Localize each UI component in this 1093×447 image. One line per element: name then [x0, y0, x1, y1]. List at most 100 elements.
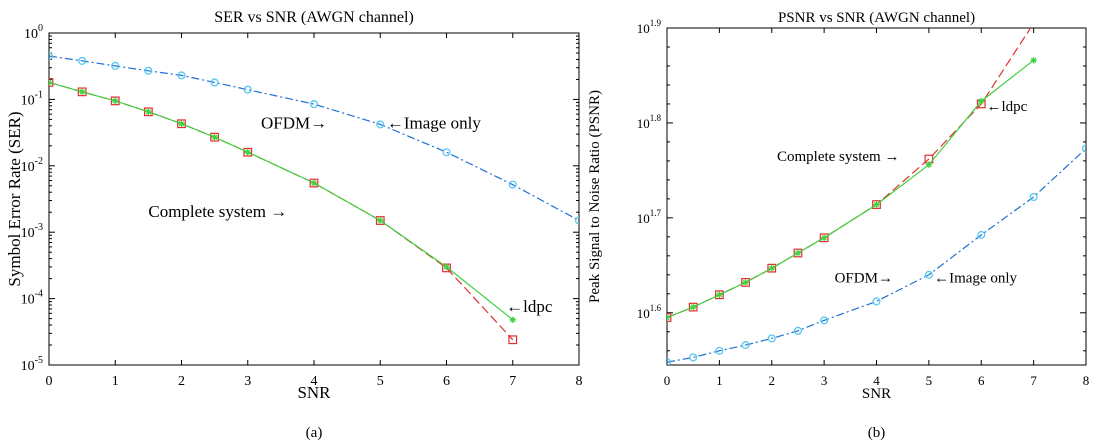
data-point	[819, 233, 829, 243]
y-tick-base: 10	[21, 359, 35, 374]
data-point	[667, 358, 672, 365]
data-point	[243, 147, 253, 157]
data-point	[820, 316, 829, 325]
y-tick-label: 10-1	[21, 89, 43, 108]
x-tick-label: 5	[926, 373, 933, 388]
data-point	[177, 119, 186, 129]
panel-label: (b)	[868, 425, 886, 441]
chart-panel-a: SER vs SNR (AWGN channel)0 1 2 3 4 5 6 7 810010-…	[5, 9, 583, 441]
data-point	[716, 291, 723, 298]
annotation-label: OFDM→	[835, 271, 893, 287]
y-tick-label: 101.9	[637, 18, 662, 36]
y-tick-exponent: -4	[35, 289, 43, 300]
y-tick-base: 10	[637, 306, 650, 321]
annotation-label: ←Image only	[934, 271, 1017, 287]
x-tick-label: 3	[821, 373, 828, 388]
data-point	[715, 346, 724, 355]
data-point	[112, 97, 119, 105]
series-group	[49, 51, 579, 345]
x-tick-label: 6	[443, 374, 450, 389]
annotation-label: ←Image only	[387, 113, 481, 132]
data-point	[768, 264, 775, 272]
y-tick-label: 10-3	[21, 222, 43, 241]
x-tick-label: 1	[112, 374, 119, 389]
data-point	[78, 88, 86, 96]
annotation-label: Complete system →	[148, 202, 287, 221]
data-point	[925, 161, 933, 168]
data-point	[873, 201, 880, 208]
annotation-label: ←ldpc	[986, 99, 1027, 115]
data-point	[244, 149, 251, 156]
data-point	[793, 326, 802, 335]
y-tick-label: 100	[24, 23, 43, 42]
data-point	[375, 216, 385, 225]
data-point	[377, 217, 384, 224]
series-group	[667, 19, 1086, 365]
data-point	[689, 303, 697, 311]
data-point	[210, 132, 220, 142]
y-axis-label: Symbol Error Rate (SER)	[5, 111, 24, 286]
data-point	[309, 100, 319, 109]
chart-panel-b: PSNR vs SNR (AWGN channel)0 1 2 3 4 5 6 7 8101.9…	[587, 10, 1089, 441]
data-point	[144, 66, 153, 75]
data-point	[509, 316, 516, 323]
data-point	[111, 61, 120, 70]
data-point	[667, 313, 672, 322]
y-tick-base: 10	[637, 116, 650, 131]
plot-frame	[666, 27, 1087, 366]
data-point	[1030, 57, 1037, 64]
y-tick-label: 101.7	[637, 208, 662, 226]
y-tick-label: 10-2	[21, 156, 43, 175]
x-tick-label: 6	[978, 373, 985, 388]
x-tick-label: 7	[1030, 373, 1037, 388]
data-point	[143, 107, 153, 117]
data-point	[977, 230, 986, 239]
data-point	[667, 314, 671, 321]
panel-label: (a)	[306, 425, 323, 441]
data-point	[1081, 144, 1086, 153]
data-point	[310, 179, 318, 187]
data-point	[110, 96, 120, 106]
x-axis-label: SNR	[862, 386, 891, 402]
data-point	[741, 278, 750, 287]
data-point	[767, 334, 776, 343]
data-point	[742, 279, 749, 286]
y-tick-base: 10	[21, 293, 35, 308]
data-point	[1029, 192, 1038, 202]
data-point	[689, 353, 698, 362]
data-point	[49, 78, 54, 87]
y-tick-exponent: -3	[35, 222, 43, 233]
data-point	[211, 133, 218, 141]
y-tick-exponent: -1	[35, 89, 43, 100]
data-point	[924, 270, 933, 279]
data-point	[443, 263, 450, 271]
y-tick-base: 10	[637, 211, 650, 226]
series-line	[49, 55, 579, 222]
series-line	[667, 148, 1086, 363]
data-point	[49, 51, 54, 61]
y-axis-label: Peak Signal to Noise Ratio (PSNR)	[587, 90, 603, 303]
y-tick-base: 10	[21, 93, 35, 108]
data-point	[1030, 19, 1038, 27]
y-tick-exponent: -5	[35, 355, 43, 366]
y-tick-label: 101.8	[637, 113, 662, 131]
data-point	[145, 108, 152, 116]
chart-title: PSNR vs SNR (AWGN channel)	[778, 10, 975, 26]
annotation-label: Complete system →	[777, 149, 900, 165]
x-tick-label: 8	[576, 374, 583, 389]
data-point	[741, 341, 750, 350]
data-point	[688, 302, 698, 312]
data-point	[978, 97, 985, 105]
y-tick-exponent: 1.8	[650, 113, 662, 123]
y-tick-label: 10-4	[21, 289, 43, 308]
data-point	[178, 120, 185, 127]
y-tick-label: 101.6	[637, 303, 662, 321]
x-tick-label: 2	[178, 374, 185, 389]
chart-title: SER vs SNR (AWGN channel)	[214, 9, 414, 26]
x-tick-label: 4	[873, 373, 880, 388]
data-point	[77, 87, 87, 97]
data-point	[574, 216, 579, 225]
data-point	[376, 120, 385, 129]
data-point	[872, 297, 881, 306]
y-tick-base: 10	[21, 160, 35, 175]
